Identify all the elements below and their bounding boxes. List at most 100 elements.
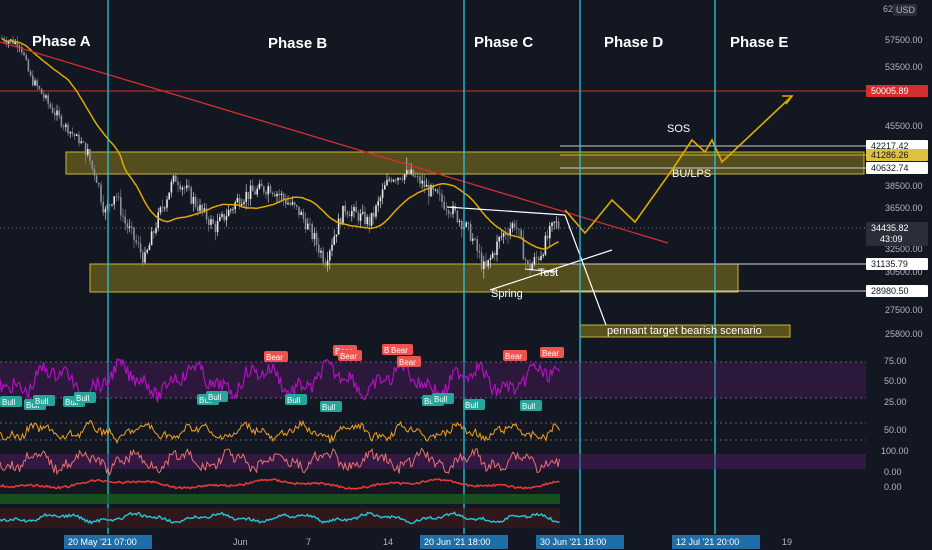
candle-body	[551, 222, 553, 226]
phase-b-label: Phase B	[268, 35, 327, 52]
indicator-4-green-band	[0, 494, 560, 504]
candle-body	[194, 196, 197, 207]
candle-body	[285, 199, 287, 205]
candle-body	[520, 229, 522, 237]
candle-body	[395, 179, 397, 181]
candle-body	[109, 204, 111, 206]
candle-body	[392, 179, 395, 182]
candle-body	[322, 250, 324, 263]
bull-tag-0: Bull	[2, 398, 16, 407]
level-badge-1: 42217.42	[871, 141, 909, 151]
candle-body	[201, 204, 203, 211]
candle-body	[155, 228, 157, 233]
candle-body	[236, 198, 239, 203]
candle-body	[181, 187, 184, 190]
candle-body	[494, 253, 496, 255]
candle-body	[326, 260, 329, 266]
candle-body	[7, 41, 10, 44]
candle-body	[32, 75, 34, 86]
candle-body	[518, 228, 520, 230]
ind2-tick-50: 50.00	[884, 425, 907, 435]
candle-body	[403, 174, 406, 180]
candle-body	[102, 201, 104, 213]
time-tick-jun: Jun	[233, 537, 248, 547]
ind1-tick-75: 75.00	[884, 356, 907, 366]
candle-body	[384, 185, 386, 190]
candle-body	[513, 223, 516, 228]
bull-tag-12: Bull	[522, 402, 536, 411]
price-axis: 62 USD 57500.00 53500.00 45500.00 38500.00 3…	[866, 0, 932, 535]
pennant-target-line	[564, 214, 607, 326]
time-hl-3: 30 Jun '21 18:00	[540, 537, 606, 547]
indicator-1-pane: 75.00 50.00 25.00 Bear Bear Bear Bear Bear Be…	[0, 344, 907, 412]
time-hl-2-bg	[420, 535, 508, 549]
bear-tag-6: Bear	[505, 352, 522, 361]
candle-body	[216, 220, 219, 233]
candle-body	[139, 243, 142, 253]
time-hl-1-bg	[64, 535, 152, 549]
indicator-3-line	[0, 447, 560, 477]
level-badge-bg-6	[866, 285, 928, 297]
candle-body	[364, 212, 366, 224]
candle-body	[133, 227, 135, 240]
candle-body	[505, 233, 507, 235]
candle-body	[445, 209, 448, 211]
candle-body	[399, 177, 401, 180]
sos-label: SOS	[667, 123, 690, 135]
candle-body	[419, 176, 421, 184]
candle-body	[555, 221, 558, 223]
price-tick-7: 27500.00	[885, 305, 923, 315]
candle-body	[355, 207, 357, 213]
candle-body	[278, 193, 280, 196]
candle-body	[359, 213, 362, 221]
candle-body	[1, 38, 3, 39]
test-line	[524, 268, 557, 273]
candle-body	[478, 250, 481, 253]
level-badge-bg-0	[866, 85, 928, 97]
level-badge-2: 41286.26	[871, 150, 909, 160]
candle-body	[307, 223, 309, 230]
level-badge-0: 50005.89	[871, 86, 909, 96]
candle-body	[476, 239, 478, 251]
candle-body	[205, 208, 208, 220]
currency-badge[interactable]: USD	[893, 4, 917, 16]
candle-body	[190, 187, 192, 204]
bull-tag-bg-12	[520, 400, 542, 411]
candle-body	[375, 205, 377, 217]
candle-body	[443, 201, 445, 210]
bear-tag-bg-4	[389, 344, 413, 355]
bull-bear-tags: BearBearBearBearBearBearBearBearBullBull…	[0, 344, 564, 412]
level-badge-4: 34435.82	[871, 223, 909, 233]
candle-body	[408, 170, 410, 174]
phase-d-label: Phase D	[604, 34, 663, 51]
time-hl-4: 12 Jul '21 20:00	[676, 537, 739, 547]
bull-tag-10: Bull	[434, 395, 448, 404]
candle-body	[298, 206, 300, 215]
candle-body	[428, 184, 430, 197]
candle-body	[232, 209, 234, 210]
candle-body	[516, 227, 518, 229]
candle-body	[120, 197, 122, 216]
candle-body	[69, 131, 71, 134]
candle-body	[287, 203, 289, 205]
bull-tag-7: Bull	[287, 396, 301, 405]
bu-lps-label: BU/LPS	[672, 168, 711, 180]
candle-body	[342, 205, 344, 225]
candle-body	[258, 183, 261, 189]
bull-tag-6: Bull	[208, 393, 222, 402]
candle-body	[546, 235, 549, 239]
candle-body	[58, 110, 60, 116]
candle-body	[243, 201, 245, 204]
candle-body	[397, 177, 399, 181]
level-badge-6: 28980.50	[871, 286, 909, 296]
indicator-2-line	[0, 419, 560, 444]
candle-body	[531, 264, 533, 271]
candle-body	[353, 207, 355, 212]
candle-body	[542, 254, 544, 257]
bull-tag-bg-4	[74, 392, 96, 403]
candle-body	[452, 205, 454, 215]
candle-body	[293, 202, 296, 205]
candle-body	[436, 189, 439, 194]
candle-body	[93, 168, 96, 176]
